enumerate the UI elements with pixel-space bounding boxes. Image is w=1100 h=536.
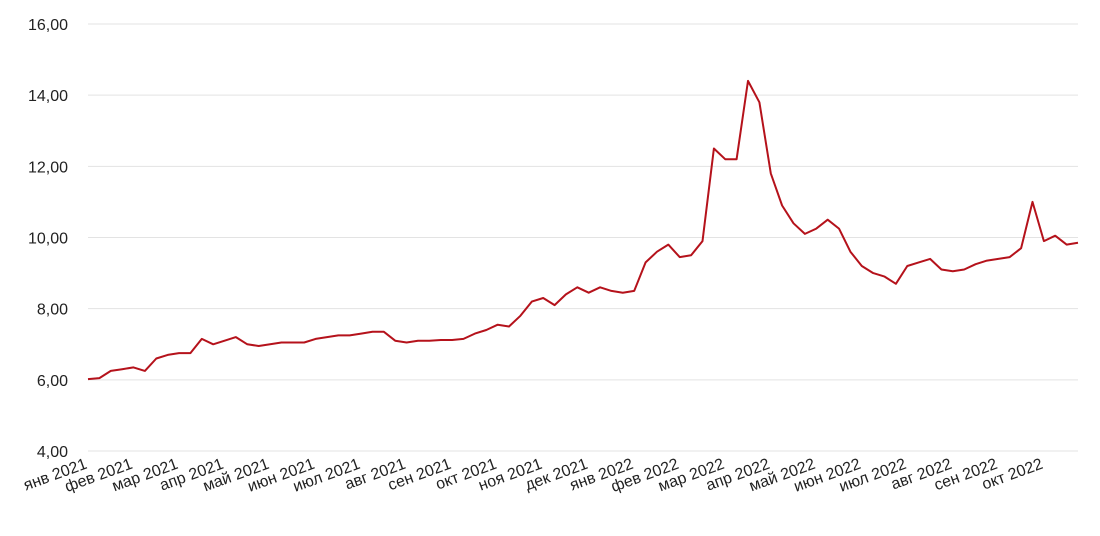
y-tick-label: 4,00 — [37, 444, 68, 461]
y-tick-label: 16,00 — [28, 17, 68, 34]
y-tick-label: 12,00 — [28, 159, 68, 176]
data-line — [87, 79, 1079, 381]
y-tick-label: 6,00 — [37, 373, 68, 390]
y-tick-label: 10,00 — [28, 231, 68, 248]
y-tick-label: 14,00 — [28, 88, 68, 105]
y-tick-label: 8,00 — [37, 302, 68, 319]
